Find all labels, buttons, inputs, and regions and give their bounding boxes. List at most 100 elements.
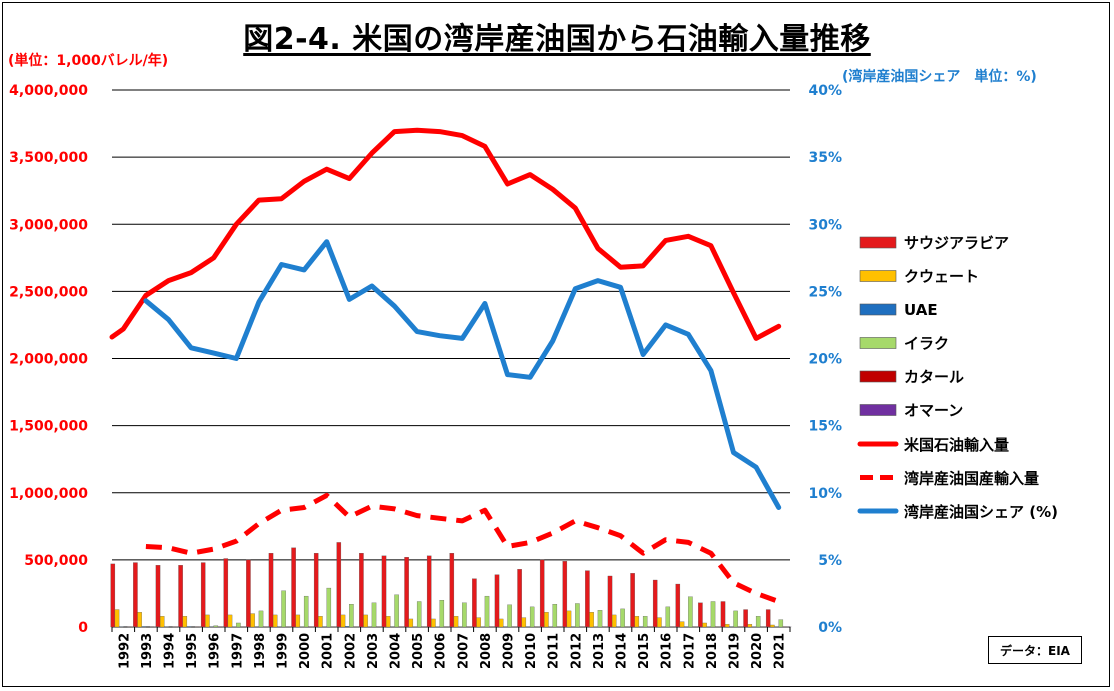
bar-iraq bbox=[710, 601, 716, 628]
bar-iraq bbox=[755, 616, 761, 628]
bar-uae bbox=[344, 626, 350, 628]
x-tick-label: 1992 bbox=[117, 633, 132, 669]
line-gulf bbox=[145, 492, 780, 604]
bar-saudi bbox=[381, 555, 387, 628]
right-axis-unit-label: (湾岸産油国シェア 単位：%) bbox=[842, 69, 1037, 85]
x-tick-label: 1995 bbox=[185, 633, 200, 669]
x-tick-label: 2018 bbox=[705, 633, 720, 669]
x-tick-label: 2021 bbox=[773, 633, 788, 669]
bar-kuwait bbox=[611, 614, 617, 628]
legend-label-uae: UAE bbox=[904, 301, 938, 319]
bar-saudi bbox=[449, 553, 455, 628]
legend-swatch-saudi bbox=[859, 236, 897, 249]
bar-iraq bbox=[484, 595, 490, 628]
x-tick-label: 2012 bbox=[569, 633, 584, 669]
legend-label-share: 湾岸産油国シェア (%) bbox=[904, 503, 1058, 521]
x-tick-label: 2015 bbox=[637, 633, 652, 669]
x-tick-label: 1996 bbox=[208, 633, 223, 669]
bar-saudi bbox=[698, 602, 703, 628]
bar-uae bbox=[186, 626, 192, 628]
bar-saudi bbox=[246, 559, 251, 628]
bar-kuwait bbox=[159, 616, 165, 628]
bar-kuwait bbox=[657, 617, 662, 628]
bar-saudi bbox=[630, 573, 635, 628]
y-left-tick-label: 3,500,000 bbox=[9, 150, 88, 166]
legend-label-us_total: 米国石油輸入量 bbox=[904, 436, 1009, 454]
x-tick-label: 2001 bbox=[321, 633, 336, 669]
bar-kuwait bbox=[114, 609, 120, 628]
y-right-tick-label: 25% bbox=[808, 284, 842, 300]
bar-kuwait bbox=[589, 612, 594, 628]
bar-kuwait bbox=[544, 612, 549, 628]
bar-saudi bbox=[562, 561, 568, 628]
legend-label-gulf: 湾岸産油国産輸入量 bbox=[904, 470, 1039, 488]
bar-iraq bbox=[642, 616, 648, 628]
x-tick-label: 2004 bbox=[389, 633, 404, 669]
bar-iraq bbox=[416, 601, 422, 628]
legend-label-qatar: カタール bbox=[904, 368, 964, 386]
bar-iraq bbox=[281, 590, 286, 628]
bar-saudi bbox=[313, 553, 319, 628]
bar-saudi bbox=[743, 609, 748, 628]
bar-iraq bbox=[258, 610, 264, 628]
bar-kuwait bbox=[182, 616, 188, 628]
axes: 0 0% 500,000 5% 1,000,000 10% 1,500,000 15% 2,00… bbox=[9, 83, 842, 669]
line-us_total bbox=[109, 127, 782, 341]
data-source-label: データ：EIA bbox=[988, 636, 1082, 664]
bar-kuwait bbox=[498, 618, 504, 628]
y-right-tick-label: 30% bbox=[808, 217, 842, 233]
chart-title: 図2-4. 米国の湾岸産油国から石油輸入量推移 bbox=[243, 22, 871, 57]
bar-saudi bbox=[765, 609, 771, 628]
bar-saudi bbox=[133, 562, 138, 628]
bar-kuwait bbox=[634, 616, 640, 628]
bar-saudi bbox=[607, 575, 613, 628]
y-left-tick-label: 500,000 bbox=[24, 553, 88, 569]
legend-swatch-kuwait bbox=[859, 270, 897, 282]
x-tick-label: 2008 bbox=[479, 633, 494, 669]
bar-kuwait bbox=[747, 624, 753, 628]
bar-iraq bbox=[597, 610, 603, 628]
bar-saudi bbox=[223, 558, 229, 628]
left-axis-unit-label: (単位：1,000バレル/年) bbox=[8, 53, 169, 69]
bar-kuwait bbox=[205, 614, 210, 628]
bar-iraq bbox=[439, 600, 445, 628]
bar-iraq bbox=[371, 602, 377, 628]
bar-kuwait bbox=[453, 616, 459, 628]
bar-kuwait bbox=[227, 614, 233, 628]
bar-saudi bbox=[404, 557, 409, 628]
legend-swatch-qatar bbox=[859, 370, 897, 383]
bar-iraq bbox=[303, 595, 309, 628]
bar-kuwait bbox=[363, 614, 368, 628]
bar-saudi bbox=[200, 562, 206, 628]
bar-saudi bbox=[720, 601, 726, 628]
bar-iraq bbox=[462, 602, 467, 628]
gridlines bbox=[112, 89, 790, 628]
bar-iraq bbox=[349, 604, 354, 628]
y-left-tick-label: 3,000,000 bbox=[9, 217, 88, 233]
bar-saudi bbox=[110, 563, 116, 628]
y-left-tick-label: 4,000,000 bbox=[9, 83, 88, 99]
y-right-tick-label: 35% bbox=[808, 150, 842, 166]
bar-iraq bbox=[394, 594, 399, 628]
bar-saudi bbox=[517, 569, 522, 628]
legend-swatch-oman bbox=[859, 404, 897, 416]
bar-iraq bbox=[507, 604, 512, 628]
bar-kuwait bbox=[702, 622, 707, 628]
x-tick-label: 2016 bbox=[660, 633, 675, 669]
bar-saudi bbox=[359, 553, 364, 628]
x-tick-label: 2010 bbox=[524, 633, 539, 669]
bar-saudi bbox=[268, 553, 274, 628]
bar-iraq bbox=[688, 596, 693, 628]
y-left-tick-label: 1,000,000 bbox=[9, 486, 88, 502]
bar-iraq bbox=[665, 606, 671, 628]
bar-saudi bbox=[675, 583, 681, 628]
bar-kuwait bbox=[385, 616, 391, 628]
bar-kuwait bbox=[679, 621, 685, 628]
x-tick-label: 2011 bbox=[547, 633, 562, 669]
x-tick-label: 2020 bbox=[750, 633, 765, 669]
x-tick-label: 1994 bbox=[163, 633, 178, 669]
x-tick-label: 2005 bbox=[411, 633, 426, 669]
